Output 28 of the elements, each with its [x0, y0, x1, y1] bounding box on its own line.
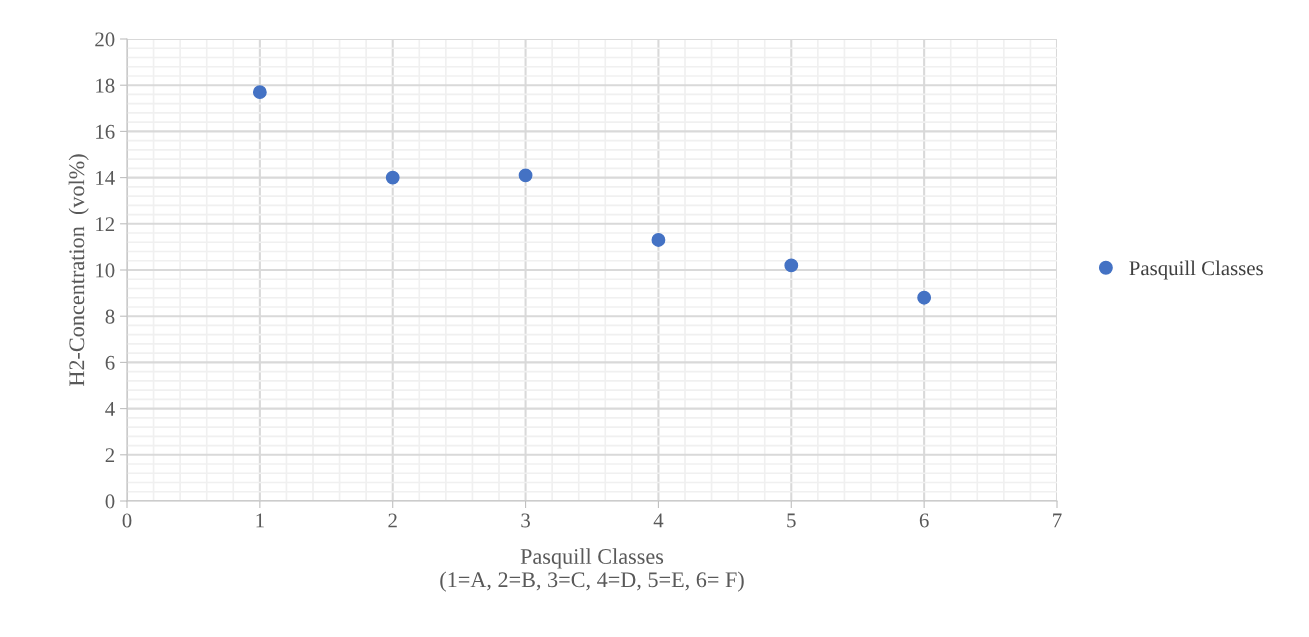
y-axis-title: H2-Concentration (vol%): [68, 154, 89, 386]
y-tick-label: 4: [105, 402, 115, 416]
point: [651, 233, 666, 247]
point: [518, 168, 533, 183]
x-tick-label: 3: [521, 513, 530, 528]
x-axis-title: Pasquill Classes (1=A, 2=B, 3=C, 4=D, 5=E, 6= F): [440, 548, 744, 592]
legend-label: Pasquill Classes: [1129, 260, 1263, 280]
x-tick-label: 7: [1053, 513, 1062, 528]
y-tick-label: 10: [96, 263, 115, 278]
point: [385, 170, 400, 185]
y-tick-label: 16: [96, 124, 115, 139]
point: [784, 258, 799, 273]
y-tick-label: 8: [105, 309, 115, 324]
y-tick-label: 2: [105, 448, 115, 463]
point: [252, 85, 267, 100]
y-tick-label: 14: [96, 171, 115, 185]
x-tick-label: 6: [919, 513, 929, 528]
point: [917, 290, 932, 305]
x-tick-label: 5: [787, 513, 796, 528]
y-tick-label: 6: [105, 355, 115, 370]
x-tick-label: 0: [122, 513, 132, 528]
x-tick-label: 2: [388, 513, 397, 528]
y-tick-label: 0: [105, 494, 115, 509]
x-tick-label: 4: [653, 513, 664, 528]
y-tick-label: 12: [96, 217, 115, 232]
y-tick-label: 18: [96, 78, 115, 93]
x-tick-label: 1: [256, 513, 264, 528]
y-tick-label: 20: [95, 32, 115, 47]
